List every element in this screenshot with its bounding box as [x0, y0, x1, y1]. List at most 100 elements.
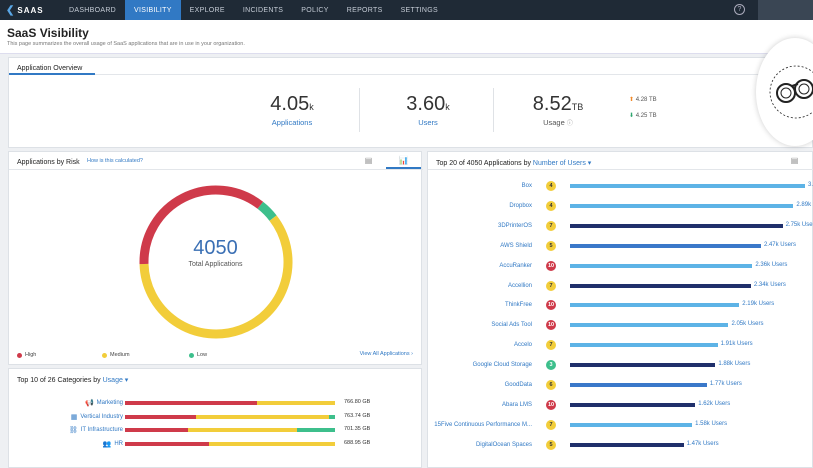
app-name[interactable]: 3DPrinterOS: [497, 222, 532, 229]
table-icon: ▤: [790, 156, 799, 165]
app-name[interactable]: Google Cloud Storage: [472, 362, 532, 369]
nav-incidents[interactable]: INCIDENTS: [242, 6, 284, 14]
top20-metric-dropdown[interactable]: Number of Users ▾: [532, 160, 592, 167]
nav-settings[interactable]: SETTINGS: [400, 6, 438, 14]
top20-divider: [428, 169, 813, 170]
usage-stat: 8.52TB Usage ⓘ: [513, 93, 603, 127]
category-row[interactable]: 📢 Marketing 766.80 GB: [9, 398, 423, 408]
app-name[interactable]: AccuRanker: [499, 262, 532, 269]
category-label[interactable]: ⛓ IT Infrastructure: [69, 426, 123, 434]
help-icon[interactable]: ?: [734, 4, 745, 15]
app-row[interactable]: Accellion 7 2.34k Users: [428, 280, 813, 294]
how-calculated-link[interactable]: How is this calculated?: [87, 158, 143, 164]
app-row[interactable]: Google Cloud Storage 3 1.88k Users: [428, 359, 813, 373]
table-view-tab[interactable]: ▤: [351, 152, 386, 169]
app-name[interactable]: Box: [521, 183, 532, 189]
risk-score-badge: 10: [546, 399, 556, 410]
users-label[interactable]: Users: [418, 118, 438, 127]
app-row[interactable]: AWS Shield 5 2.47k Users: [428, 240, 813, 254]
legend-medium[interactable]: Medium: [102, 352, 130, 358]
app-row[interactable]: 3DPrinterOS 7 2.75k Users: [428, 220, 813, 234]
legend-high[interactable]: High: [17, 352, 36, 358]
applications-stat[interactable]: 4.05k Applications: [247, 93, 337, 127]
upload-value: 4.28 TB: [635, 97, 657, 103]
users-value: 2.75k Users: [785, 221, 813, 228]
category-row[interactable]: 👥 HR 688.95 GB: [9, 439, 423, 449]
applications-by-risk-card: Applications by Risk How is this calcula…: [8, 151, 423, 365]
legend-low-label: Low: [197, 352, 208, 358]
app-name[interactable]: 15Five Continuous Performance M...: [434, 421, 532, 428]
category-label[interactable]: 👥 HR: [103, 440, 123, 448]
app-row[interactable]: GoodData 6 1.77k Users: [428, 379, 813, 393]
users-value: 2.47k Users: [763, 241, 796, 248]
info-icon[interactable]: ⓘ: [566, 121, 573, 127]
users-bar: [570, 442, 684, 447]
app-row[interactable]: DigitalOcean Spaces 5 1.47k Users: [428, 439, 813, 453]
donut-slice-low[interactable]: [257, 201, 277, 221]
app-row[interactable]: 15Five Continuous Performance M... 7 1.58k…: [428, 419, 813, 433]
nav-policy[interactable]: POLICY: [301, 6, 329, 14]
category-label[interactable]: ▦ Vertical Industry: [71, 413, 123, 421]
category-value: 688.95 GB: [344, 439, 371, 446]
users-bar: [570, 263, 753, 268]
category-row[interactable]: ▦ Vertical Industry 763.74 GB: [9, 412, 423, 422]
app-name[interactable]: Accelo: [513, 342, 532, 349]
usage-unit: TB: [571, 102, 584, 112]
nav-reports[interactable]: REPORTS: [346, 6, 383, 14]
risk-title: Applications by Risk: [17, 159, 80, 166]
users-value: 1.77k Users: [709, 381, 742, 387]
medium-dot-icon: [102, 352, 107, 358]
view-all-applications-link[interactable]: View All Applications ›: [360, 351, 413, 357]
app-name[interactable]: Dropbox: [509, 202, 532, 209]
risk-divider: [9, 169, 423, 170]
category-value: 766.80 GB: [344, 399, 371, 405]
nav-dashboard[interactable]: DASHBOARD: [69, 6, 117, 14]
top-applications-card: Top 20 of 4050 Applications by Number of…: [427, 151, 813, 468]
category-value: 701.35 GB: [344, 426, 371, 432]
category-name: IT Infrastructure: [80, 427, 123, 433]
category-row[interactable]: ⛓ IT Infrastructure 701.35 GB: [9, 425, 423, 435]
app-name[interactable]: ThinkFree: [504, 302, 532, 309]
category-label[interactable]: 📢 Marketing: [85, 399, 123, 407]
users-bar: [570, 323, 729, 328]
app-name[interactable]: AWS Shield: [500, 242, 532, 249]
top20-table-view-tab[interactable]: ▤: [777, 152, 812, 169]
overview-tab[interactable]: [9, 58, 95, 75]
risk-score-badge: 7: [546, 220, 556, 231]
category-bar-high: [125, 428, 188, 432]
stat-divider: [493, 88, 494, 132]
app-name[interactable]: GoodData: [504, 382, 532, 388]
usage-label: Usage: [543, 118, 565, 127]
app-row[interactable]: ThinkFree 10 2.19k Users: [428, 299, 813, 313]
chart-view-tab[interactable]: 📊: [386, 152, 421, 169]
user-menu[interactable]: [758, 0, 813, 20]
app-row[interactable]: Dropbox 4 2.89k Users: [428, 200, 813, 214]
category-bar-low: [328, 414, 335, 419]
category-name: HR: [114, 440, 123, 447]
overview-title: Application Overview: [17, 65, 83, 72]
app-row[interactable]: Social Ads Tool 10 2.05k Users: [428, 319, 813, 333]
users-stat[interactable]: 3.60k Users: [383, 93, 473, 127]
app-row[interactable]: Accelo 7 1.91k Users: [428, 339, 813, 353]
nav-visibility[interactable]: VISIBILITY: [125, 0, 181, 20]
app-row[interactable]: Abara LMS 10 1.62k Users: [428, 399, 813, 413]
top-categories-card: Top 10 of 26 Categories by Usage ▾ 📢 Mark…: [8, 368, 422, 468]
users-value: 1.47k Users: [686, 440, 719, 447]
legend-low[interactable]: Low: [189, 352, 207, 358]
nav-explore[interactable]: EXPLORE: [189, 6, 225, 14]
app-name[interactable]: DigitalOcean Spaces: [475, 441, 532, 448]
top-navigation-bar: ❮ SAAS DASHBOARD VISIBILITY EXPLORE INCIDENT…: [0, 0, 813, 20]
app-name[interactable]: Abara LMS: [501, 401, 532, 408]
low-dot-icon: [189, 352, 194, 358]
categories-metric-label: Usage: [102, 377, 123, 384]
saas-logo[interactable]: ❮ SAAS: [0, 0, 60, 20]
applications-label[interactable]: Applications: [271, 118, 313, 127]
app-row[interactable]: AccuRanker 10 2.36k Users: [428, 260, 813, 274]
app-name[interactable]: Social Ads Tool: [491, 322, 532, 329]
categories-title-text: Top 10 of 26 Categories by: [17, 377, 101, 384]
donut-slice-high[interactable]: [139, 185, 264, 265]
app-name[interactable]: Accellion: [507, 282, 532, 289]
categories-metric-dropdown[interactable]: Usage ▾: [102, 377, 129, 384]
app-row[interactable]: Box 4 3.04k Users: [428, 180, 813, 194]
donut-slice-medium[interactable]: [139, 215, 293, 339]
